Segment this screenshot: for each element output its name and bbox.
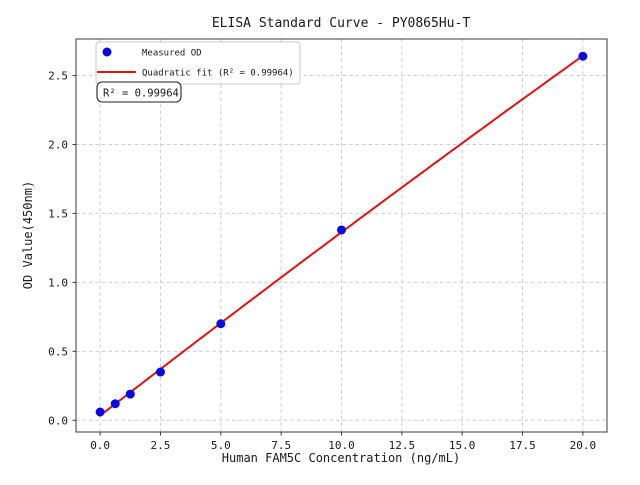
x-tick-label: 17.5 xyxy=(509,439,536,452)
x-tick-label: 15.0 xyxy=(449,439,476,452)
r-squared-text: R² = 0.99964 xyxy=(103,88,179,100)
data-point xyxy=(578,51,588,61)
y-tick-label: 0.5 xyxy=(48,345,68,358)
data-point xyxy=(110,399,120,409)
y-tick-label: 1.5 xyxy=(48,207,68,220)
x-tick-label: 10.0 xyxy=(328,439,355,452)
x-tick-label: 20.0 xyxy=(570,439,597,452)
legend-label-measured-od: Measured OD xyxy=(142,49,202,59)
y-tick-label: 1.0 xyxy=(48,276,68,289)
data-point xyxy=(337,225,346,235)
x-tick-label: 2.5 xyxy=(151,439,171,452)
data-point xyxy=(155,367,165,377)
data-point xyxy=(125,389,135,399)
y-axis-label: OD Value(450nm) xyxy=(21,181,35,289)
x-tick-label: 7.5 xyxy=(271,439,291,452)
legend: Measured OD Quadratic fit (R² = 0.99964) xyxy=(95,41,301,85)
y-tick-label: 2.0 xyxy=(48,138,68,151)
data-point xyxy=(95,407,105,417)
x-tick-label: 12.5 xyxy=(389,439,416,452)
y-tick-label: 2.5 xyxy=(48,70,68,83)
legend-box xyxy=(95,41,301,85)
r-squared-annotation: R² = 0.99964 xyxy=(96,81,182,103)
plot-content: 0.0 2.5 5.0 7.5 10.0 12.5 15.0 17.5 20.0 0.0 0.5 1.… xyxy=(48,38,608,452)
x-tick-label: 5.0 xyxy=(211,439,231,452)
legend-marker-dot xyxy=(102,47,112,57)
x-axis-label: Human FAM5C Concentration (ng/mL) xyxy=(222,451,460,465)
y-tick-label: 0.0 xyxy=(48,414,68,427)
x-tick-label: 0.0 xyxy=(90,439,110,452)
legend-label-quadratic-fit: Quadratic fit (R² = 0.99964) xyxy=(142,69,294,79)
r-squared-box xyxy=(96,81,182,103)
data-point xyxy=(216,319,226,329)
chart-title: ELISA Standard Curve - PY0865Hu-T xyxy=(212,16,470,31)
